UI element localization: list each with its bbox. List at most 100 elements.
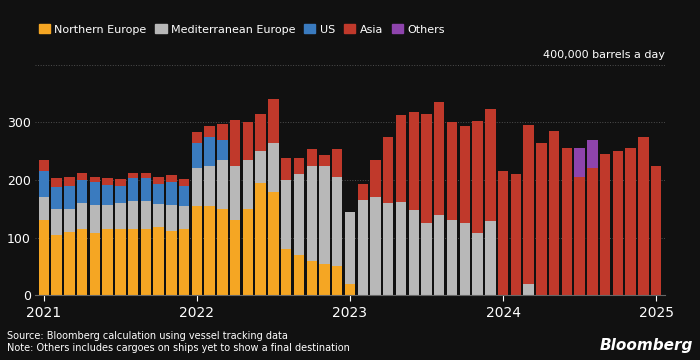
Bar (421, 223, 432, 295)
Bar (421, 114, 432, 223)
Bar (345, 212, 355, 284)
Bar (192, 143, 202, 168)
Bar (332, 177, 342, 266)
Bar (166, 205, 176, 231)
Bar (153, 177, 164, 184)
Bar (332, 266, 342, 295)
Bar (52, 187, 62, 209)
Bar (77, 229, 88, 295)
Bar (510, 174, 521, 295)
Bar (128, 178, 139, 201)
Bar (256, 183, 266, 295)
Bar (459, 223, 470, 295)
Text: Source: Bloomberg calculation using vessel tracking data
Note: Others includes c: Source: Bloomberg calculation using vess… (7, 331, 350, 353)
Bar (179, 186, 190, 206)
Bar (485, 109, 496, 221)
Bar (281, 158, 291, 180)
Bar (166, 231, 176, 295)
Bar (498, 171, 508, 295)
Bar (38, 160, 49, 171)
Bar (179, 229, 190, 295)
Bar (52, 178, 62, 187)
Bar (319, 264, 330, 295)
Bar (52, 209, 62, 235)
Bar (587, 168, 598, 295)
Bar (447, 122, 457, 220)
Bar (116, 179, 126, 186)
Bar (141, 229, 151, 295)
Bar (574, 148, 584, 177)
Text: 400,000 barrels a day: 400,000 barrels a day (543, 50, 665, 60)
Bar (524, 125, 534, 284)
Bar (38, 171, 49, 197)
Bar (204, 166, 215, 206)
Bar (395, 202, 406, 295)
Bar (638, 137, 648, 295)
Bar (116, 203, 126, 229)
Bar (307, 166, 317, 261)
Bar (116, 186, 126, 203)
Bar (625, 148, 636, 295)
Bar (434, 215, 444, 295)
Bar (473, 121, 483, 233)
Bar (128, 201, 139, 229)
Bar (102, 185, 113, 205)
Bar (141, 172, 151, 178)
Bar (243, 122, 253, 160)
Bar (549, 131, 559, 295)
Bar (409, 210, 419, 295)
Bar (561, 148, 572, 295)
Bar (409, 112, 419, 210)
Bar (307, 149, 317, 166)
Bar (192, 206, 202, 295)
Bar (204, 137, 215, 166)
Bar (612, 151, 623, 295)
Bar (281, 249, 291, 295)
Bar (204, 206, 215, 295)
Bar (153, 184, 164, 204)
Bar (77, 180, 88, 203)
Bar (243, 160, 253, 209)
Bar (574, 177, 584, 295)
Bar (38, 220, 49, 295)
Bar (192, 132, 202, 143)
Bar (473, 233, 483, 295)
Bar (153, 204, 164, 227)
Bar (128, 229, 139, 295)
Text: Bloomberg: Bloomberg (600, 338, 693, 353)
Bar (230, 120, 241, 166)
Bar (268, 192, 279, 295)
Bar (307, 261, 317, 295)
Bar (217, 209, 228, 295)
Bar (294, 158, 304, 174)
Bar (485, 221, 496, 295)
Bar (204, 126, 215, 137)
Bar (90, 176, 100, 182)
Bar (230, 220, 241, 295)
Bar (370, 160, 381, 197)
Bar (102, 178, 113, 185)
Bar (281, 180, 291, 249)
Bar (102, 229, 113, 295)
Bar (179, 179, 190, 186)
Bar (77, 173, 88, 180)
Bar (230, 166, 241, 220)
Bar (434, 102, 444, 215)
Bar (243, 209, 253, 295)
Bar (358, 184, 368, 200)
Bar (77, 203, 88, 229)
Bar (524, 284, 534, 295)
Bar (64, 209, 75, 232)
Bar (90, 205, 100, 233)
Bar (64, 232, 75, 295)
Bar (166, 182, 176, 205)
Legend: Northern Europe, Mediterranean Europe, US, Asia, Others: Northern Europe, Mediterranean Europe, U… (34, 20, 449, 39)
Bar (38, 197, 49, 220)
Bar (319, 166, 330, 264)
Bar (153, 227, 164, 295)
Bar (268, 99, 279, 143)
Bar (256, 114, 266, 151)
Bar (459, 126, 470, 223)
Bar (64, 186, 75, 209)
Bar (447, 220, 457, 295)
